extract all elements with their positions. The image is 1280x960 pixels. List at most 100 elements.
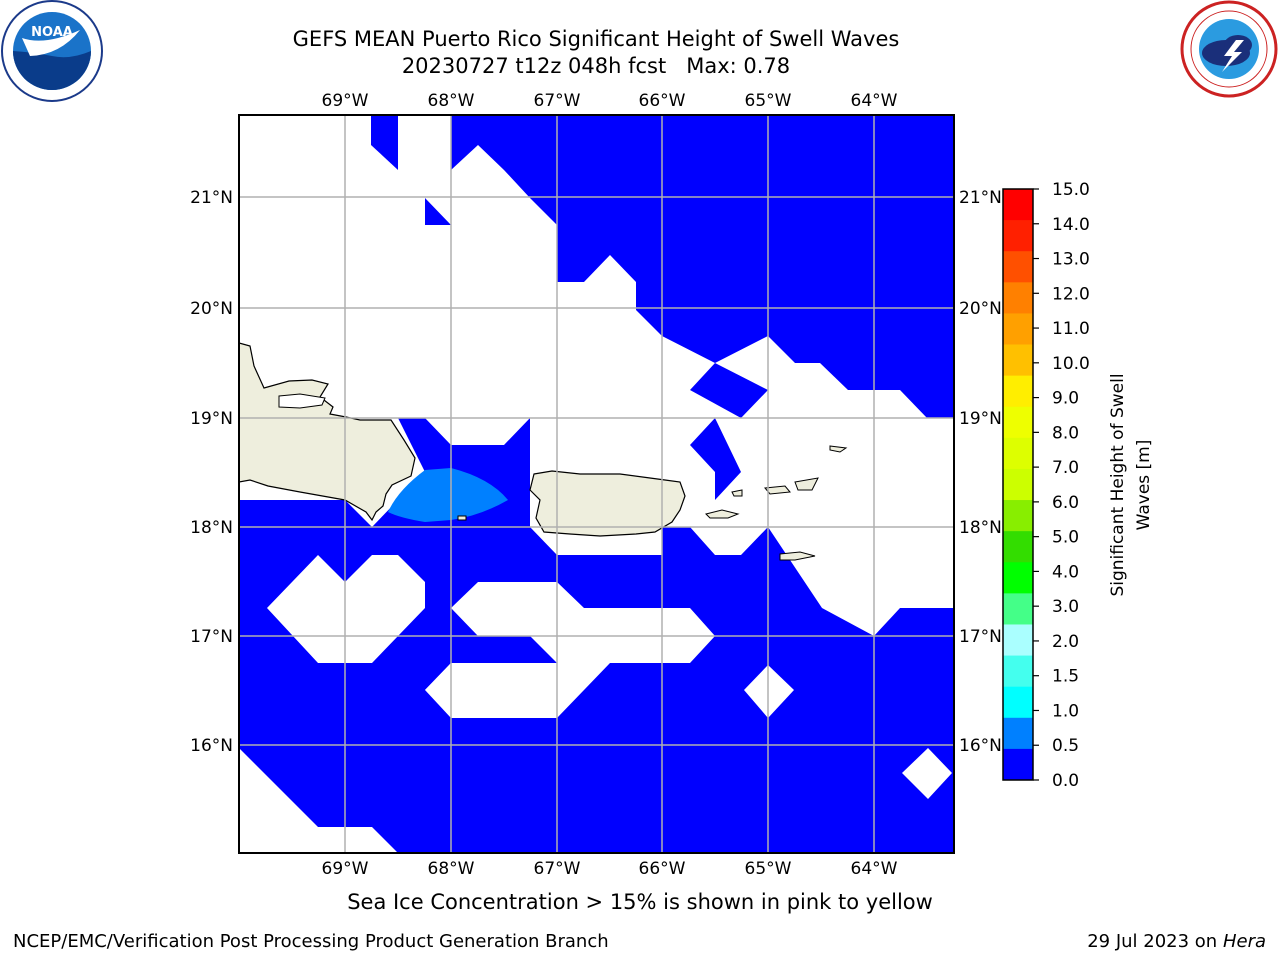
latitude-label-left: 19°N [190,409,233,429]
colorbar-segment [1003,717,1033,750]
longitude-label-top: 64°W [851,91,898,111]
map-frame [238,114,955,854]
latitude-label-right: 21°N [959,188,1002,208]
longitude-label-bottom: 65°W [745,859,792,879]
latitude-label-right: 19°N [959,409,1002,429]
colorbar-tick-label: 0.5 [1052,736,1079,756]
colorbar-tick-label: 7.0 [1052,458,1079,478]
colorbar-tick-label: 9.0 [1052,389,1079,409]
latitude-label-left: 17°N [190,627,233,647]
vieques-island [705,509,740,519]
colorbar-tick-label: 5.0 [1052,528,1079,548]
colorbar-segment [1003,220,1033,252]
noaa-logo-text: NOAA [31,25,73,40]
colorbar-segment [1003,406,1033,439]
longitude-label-top: 69°W [322,91,369,111]
latitude-label-left: 18°N [190,518,233,538]
colorbar-segment [1003,624,1033,657]
colorbar-segment [1003,437,1033,470]
colorbar-segment [1003,686,1033,719]
colorbar-tick-label: 10.0 [1052,354,1090,374]
colorbar-segment [1003,251,1033,283]
colorbar-segment [1003,468,1033,501]
longitude-label-bottom: 68°W [428,859,475,879]
longitude-label-bottom: 69°W [322,859,369,879]
colorbar-tick-label: 6.0 [1052,493,1079,513]
st-croix-island [779,551,816,561]
swell-region-0-0.5m [690,363,768,418]
colorbar-tick-label: 3.0 [1052,597,1079,617]
colorbar: 15.0 14.0 13.0 12.0 11.0 10.0 9.0 8.0 7.0 6.0 5.0 4… [1002,180,1154,791]
footer-date: 29 Jul 2023 on Hera [1087,931,1266,952]
colorbar-tick-label: 11.0 [1052,319,1090,339]
colorbar-tick-label: 1.5 [1052,667,1079,687]
colorbar-tick-label: 12.0 [1052,284,1090,304]
longitude-label-top: 67°W [534,91,581,111]
colorbar-tick-label: 8.0 [1052,423,1079,443]
graticule [239,115,954,853]
colorbar-tick-label: 4.0 [1052,562,1079,582]
swell-region-0-0.5m [451,115,954,418]
longitude-label-bottom: 67°W [534,859,581,879]
map-fill-layer [239,115,954,853]
colorbar-title-line1: Significant Height of Swell [1108,373,1128,596]
virgin-islands [794,477,819,491]
colorbar-tick-label: 13.0 [1052,250,1090,270]
longitude-label-top: 66°W [639,91,686,111]
latitude-label-right: 17°N [959,627,1002,647]
colorbar-tick-label: 2.0 [1052,632,1079,652]
longitude-label-bottom: 66°W [639,859,686,879]
longitude-label-bottom: 64°W [851,859,898,879]
sea-ice-note: Sea Ice Concentration > 15% is shown in … [347,890,933,914]
colorbar-segment [1003,531,1033,563]
colorbar-segment [1003,562,1033,594]
anegada-island [829,445,848,453]
swell-region-0.5-1.0m [388,468,508,522]
colorbar-segment [1003,189,1033,221]
colorbar-segment [1003,655,1033,688]
longitude-label-top: 68°W [428,91,475,111]
no-swell-area [425,663,610,718]
colorbar-segment [1003,748,1033,781]
colorbar-segment [1003,344,1033,377]
latitude-label-left: 20°N [190,299,233,319]
swell-region-0-0.5m [371,115,398,170]
colorbar-segment [1003,282,1033,314]
latitude-label-right: 20°N [959,299,1002,319]
latitude-label-left: 21°N [190,188,233,208]
footer-credit: NCEP/EMC/Verification Post Processing Pr… [13,931,609,952]
colorbar-segment [1003,500,1033,532]
longitude-label-top: 65°W [745,91,792,111]
footer-date-text: 29 Jul 2023 on [1087,931,1223,952]
colorbar-tick-label: 0.0 [1052,771,1079,791]
colorbar-tick-label: 1.0 [1052,701,1079,721]
colorbar-title: Significant Height of Swell Waves [m] [1108,373,1154,596]
nws-logo [1180,0,1278,98]
latitude-label-right: 16°N [959,736,1002,756]
latitude-label-right: 18°N [959,518,1002,538]
swell-region-0-0.5m [690,418,741,500]
culebra-island [731,489,743,497]
noaa-logo: NOAA [1,0,103,102]
gonave-channel [278,393,326,409]
colorbar-segment [1003,593,1033,625]
mona-island [457,515,467,521]
swell-region-0-0.5m [425,198,451,225]
no-swell-area [744,665,794,718]
colorbar-frame [1002,188,1034,781]
no-swell-area [902,748,952,799]
colorbar-segment [1003,313,1033,346]
colorbar-tick-label: 15.0 [1052,180,1090,200]
no-swell-area [451,582,715,663]
latitude-label-left: 16°N [190,736,233,756]
hispaniola-landmass [239,342,416,522]
puerto-rico-landmass [529,470,686,537]
colorbar-tick-label: 14.0 [1052,215,1090,235]
footer-host: Hera [1222,931,1266,952]
map-title: GEFS MEAN Puerto Rico Significant Height… [292,27,900,51]
map-subtitle-forecast: 20230727 t12z 048h fcst Max: 0.78 [401,54,791,78]
colorbar-title-line2: Waves [m] [1134,440,1154,531]
colorbar-segment [1003,375,1033,408]
